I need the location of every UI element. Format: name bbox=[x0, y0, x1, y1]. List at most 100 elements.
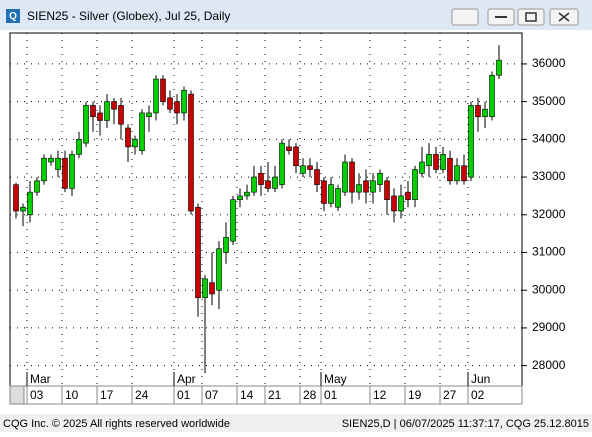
candle-body bbox=[468, 105, 474, 178]
candle-body bbox=[265, 180, 271, 189]
candle-body bbox=[195, 206, 201, 299]
candle-body bbox=[76, 139, 82, 155]
candle-body bbox=[307, 165, 313, 170]
candle-body bbox=[209, 282, 215, 295]
x-tick-label: 03 bbox=[30, 388, 44, 402]
y-tick-label: 32000 bbox=[532, 207, 566, 221]
x-tick-label: 07 bbox=[205, 388, 219, 402]
candle-body bbox=[384, 180, 390, 200]
footer-right: SIEN25,D | 06/07/2025 11:37:17, CQG 25.1… bbox=[342, 418, 589, 430]
y-tick-label: 34000 bbox=[532, 132, 566, 146]
x-tick-label: 12 bbox=[373, 388, 387, 402]
candle-body bbox=[48, 157, 54, 163]
candle-body bbox=[104, 101, 110, 121]
y-tick-label: 35000 bbox=[532, 94, 566, 108]
candle-body bbox=[363, 180, 369, 193]
candle-body bbox=[405, 191, 411, 200]
candle-body bbox=[69, 154, 75, 189]
candle-body bbox=[377, 172, 383, 185]
x-tick-label: 24 bbox=[135, 388, 149, 402]
candle-body bbox=[251, 176, 257, 193]
candle-body bbox=[181, 90, 187, 114]
y-tick-label: 36000 bbox=[532, 56, 566, 70]
footer-left: CQG Inc. © 2025 All rights reserved worl… bbox=[3, 418, 230, 430]
axis-corner bbox=[9, 385, 25, 405]
app-icon bbox=[6, 9, 20, 23]
candle-body bbox=[27, 191, 33, 216]
month-label: Mar bbox=[30, 372, 51, 386]
candle-body bbox=[272, 176, 278, 189]
candle-body bbox=[349, 161, 355, 193]
y-tick-label: 29000 bbox=[532, 320, 566, 334]
candle-body bbox=[461, 165, 467, 182]
candle-body bbox=[370, 180, 376, 193]
candle-body bbox=[153, 78, 159, 114]
x-tick-label: 14 bbox=[240, 388, 254, 402]
candle-body bbox=[447, 157, 453, 182]
x-tick-label: 01 bbox=[324, 388, 338, 402]
candle-body bbox=[314, 169, 320, 185]
candle-body bbox=[160, 78, 166, 102]
candle-body bbox=[20, 206, 26, 212]
candle-body bbox=[279, 142, 285, 185]
x-tick-label: 28 bbox=[303, 388, 317, 402]
candle-body bbox=[90, 105, 96, 118]
candle-body bbox=[202, 278, 208, 299]
candle-body bbox=[216, 248, 222, 291]
candle-body bbox=[300, 165, 306, 174]
candle-body bbox=[391, 195, 397, 212]
candle-body bbox=[258, 172, 264, 185]
candle-body bbox=[174, 101, 180, 114]
maximize-button[interactable] bbox=[517, 8, 545, 26]
candle-body bbox=[13, 184, 19, 212]
candle-body bbox=[328, 184, 334, 204]
candle-body bbox=[244, 191, 250, 197]
candle-body bbox=[125, 127, 131, 148]
y-tick-label: 30000 bbox=[532, 282, 566, 296]
x-tick-label: 27 bbox=[443, 388, 457, 402]
candle-body bbox=[335, 188, 341, 208]
candle-body bbox=[146, 112, 152, 118]
candle-body bbox=[321, 180, 327, 204]
candle-body bbox=[433, 154, 439, 170]
candle-body bbox=[426, 154, 432, 167]
close-glyph bbox=[558, 12, 570, 22]
candle-body bbox=[132, 139, 138, 148]
candle-body bbox=[419, 161, 425, 174]
maximize-glyph bbox=[525, 12, 537, 22]
y-tick-label: 31000 bbox=[532, 245, 566, 259]
candle-body bbox=[223, 237, 229, 253]
candle-body bbox=[412, 169, 418, 200]
candle-body bbox=[188, 93, 194, 212]
window-title: SIEN25 - Silver (Globex), Jul 25, Daily bbox=[27, 9, 230, 23]
candle-body bbox=[62, 157, 68, 189]
plot-area bbox=[9, 32, 523, 387]
y-tick-label: 28000 bbox=[532, 358, 566, 372]
candle-body bbox=[55, 157, 61, 170]
candle-body bbox=[34, 180, 40, 193]
month-label: Apr bbox=[177, 372, 196, 386]
candle-body bbox=[139, 112, 145, 151]
candle-body bbox=[118, 105, 124, 125]
app-icon-glyph: Q bbox=[9, 11, 17, 22]
candle-body bbox=[454, 165, 460, 182]
link-button[interactable] bbox=[451, 8, 479, 26]
candle-body bbox=[237, 195, 243, 200]
x-tick-label: 01 bbox=[177, 388, 191, 402]
footer-bar bbox=[0, 414, 592, 432]
y-tick-label: 33000 bbox=[532, 169, 566, 183]
candle-body bbox=[475, 105, 481, 118]
x-tick-label: 02 bbox=[471, 388, 485, 402]
candle-body bbox=[489, 74, 495, 118]
x-tick-label: 17 bbox=[100, 388, 114, 402]
candle-body bbox=[83, 105, 89, 144]
candle-body bbox=[356, 184, 362, 193]
month-label: May bbox=[324, 372, 347, 386]
x-tick-label: 19 bbox=[408, 388, 422, 402]
candle-body bbox=[398, 195, 404, 212]
candle-body bbox=[41, 157, 47, 182]
candle-body bbox=[230, 199, 236, 242]
candle-body bbox=[496, 59, 502, 76]
